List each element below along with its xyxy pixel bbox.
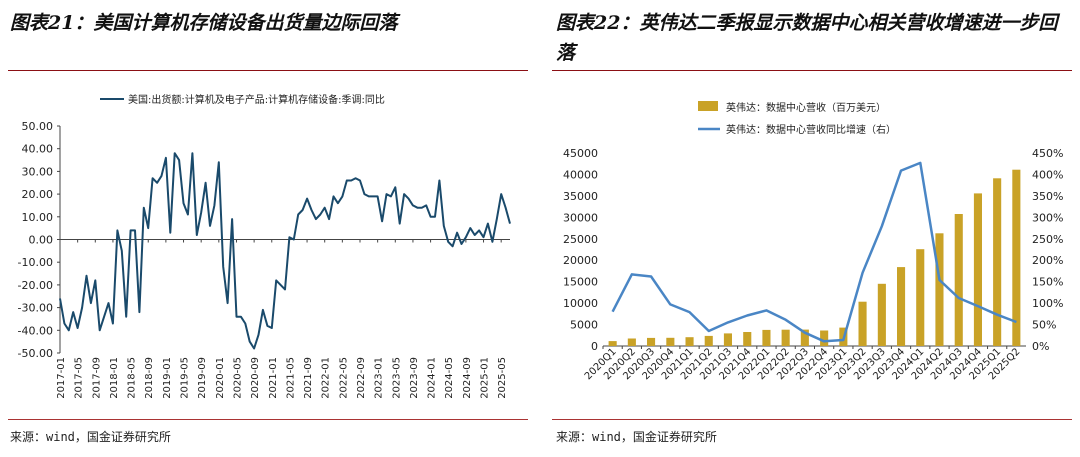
bar-datacenter-revenue	[608, 341, 617, 346]
bar-datacenter-revenue	[993, 178, 1002, 346]
legend-label-line: 英伟达：数据中心营收同比增速（右）	[726, 123, 896, 136]
bar-datacenter-revenue	[743, 332, 752, 346]
bar-datacenter-revenue	[704, 335, 713, 346]
x-tick-label: 2021-05	[285, 357, 296, 399]
bar-datacenter-revenue	[723, 333, 732, 346]
y-tick-label: -30.00	[18, 302, 53, 315]
x-tick-label: 2023-09	[409, 357, 420, 399]
y-left-tick-label: 35000	[563, 190, 598, 203]
y-right-tick-label: 150%	[1032, 276, 1063, 289]
bar-datacenter-revenue	[935, 233, 944, 346]
series-line-revenue-yoy	[611, 161, 1017, 343]
y-right-tick-label: 450%	[1032, 147, 1063, 160]
y-left-tick-label: 25000	[563, 233, 598, 246]
y-left-tick-label: 30000	[563, 211, 598, 224]
x-tick-label: 2022-05	[338, 357, 349, 399]
bar-datacenter-revenue	[647, 337, 656, 346]
right-combo-chart: 英伟达：数据中心营收（百万美元） 英伟达：数据中心营收同比增速（右） 0 5000 10…	[563, 101, 1063, 382]
bar-datacenter-revenue	[627, 338, 636, 346]
y-tick-label: 40.00	[22, 143, 54, 156]
x-tick-label: 2025-01	[480, 357, 491, 399]
y-tick-label: -20.00	[18, 279, 53, 292]
left-source-note: 来源：wind，国金证券研究所	[10, 430, 171, 444]
right-title-rule	[552, 70, 1072, 71]
x-tick-label: 2021-01	[268, 357, 279, 399]
right-figure-panel: 图表22：英伟达二季报显示数据中心相关营收增速进一步回落 英伟达：数据中心营收（…	[548, 0, 1080, 457]
bar-datacenter-revenue	[781, 329, 790, 346]
x-tick-label: 2022-01	[321, 357, 332, 399]
x-tick-label: 2020-01	[215, 357, 226, 399]
bar-datacenter-revenue	[858, 301, 867, 346]
x-tick-label: 2017-01	[56, 357, 67, 399]
bar-datacenter-revenue	[1012, 169, 1021, 346]
y-right-tick-label: 50%	[1032, 319, 1056, 332]
right-figure-title: 图表22：英伟达二季报显示数据中心相关营收增速进一步回落	[556, 12, 1058, 64]
right-source-rule	[552, 419, 1072, 420]
y-tick-label: 10.00	[22, 211, 54, 224]
x-tick-label: 2021-09	[303, 357, 314, 399]
bar-datacenter-revenue	[666, 337, 675, 346]
x-tick-label: 2020-09	[250, 357, 261, 399]
y-tick-label: -10.00	[18, 256, 53, 269]
legend-label: 美国:出货额:计算机及电子产品:计算机存储设备:季调:同比	[128, 93, 385, 106]
y-left-tick-label: 0	[591, 340, 598, 353]
left-figure-title: 图表21：美国计算机存储设备出货量边际回落	[10, 12, 398, 34]
y-tick-label: 0.00	[29, 234, 54, 247]
x-tick-label: 2019-01	[162, 357, 173, 399]
x-tick-label: 2018-01	[109, 357, 120, 399]
bar-datacenter-revenue	[685, 337, 694, 346]
bar-datacenter-revenue	[762, 329, 771, 346]
y-right-tick-label: 200%	[1032, 254, 1063, 267]
x-tick-label: 2019-09	[197, 357, 208, 399]
x-tick-label: 2024-09	[462, 357, 473, 399]
x-tick-label: 2018-09	[144, 357, 155, 399]
x-tick-label: 2022-09	[356, 357, 367, 399]
legend-label-bar: 英伟达：数据中心营收（百万美元）	[726, 101, 886, 114]
y-left-tick-label: 40000	[563, 168, 598, 181]
y-left-tick-label: 15000	[563, 276, 598, 289]
y-left-tick-label: 45000	[563, 147, 598, 160]
y-right-tick-label: 100%	[1032, 297, 1063, 310]
x-tick-label: 2024-05	[444, 357, 455, 399]
x-tick-label: 2023-01	[374, 357, 385, 399]
x-tick-label: 2024-01	[427, 357, 438, 399]
y-tick-label: 20.00	[22, 188, 54, 201]
left-figure-panel: 图表21：美国计算机存储设备出货量边际回落 美国:出货额:计算机及电子产品:计算…	[0, 0, 536, 457]
x-tick-label: 2017-05	[74, 357, 85, 399]
bar-datacenter-revenue	[877, 283, 886, 346]
x-tick-label: 2017-09	[91, 357, 102, 399]
bar-datacenter-revenue	[916, 249, 925, 346]
y-left-tick-label: 5000	[570, 319, 598, 332]
bar-datacenter-revenue	[954, 214, 963, 346]
left-title-rule	[8, 70, 528, 71]
x-tick-label: 2019-05	[180, 357, 191, 399]
y-right-tick-label: 300%	[1032, 211, 1063, 224]
y-tick-label: -50.00	[18, 347, 53, 360]
x-tick-label: 2025-05	[497, 357, 508, 399]
x-tick-label: 2018-05	[127, 357, 138, 399]
y-tick-label: 50.00	[22, 120, 54, 133]
series-line-storage-shipments-yoy	[59, 152, 511, 350]
y-tick-label: 30.00	[22, 165, 54, 178]
y-tick-label: -40.00	[18, 324, 53, 337]
left-source-rule	[8, 419, 528, 420]
y-right-tick-label: 0%	[1032, 340, 1049, 353]
x-tick-label: 2020-05	[232, 357, 243, 399]
bar-datacenter-revenue	[897, 267, 906, 346]
x-tick-label: 2023-05	[391, 357, 402, 399]
y-left-tick-label: 10000	[563, 297, 598, 310]
left-line-chart: 美国:出货额:计算机及电子产品:计算机存储设备:季调:同比 50.00 40.00 3…	[18, 93, 511, 399]
bar-datacenter-revenue	[820, 330, 829, 346]
y-left-tick-label: 20000	[563, 254, 598, 267]
y-right-tick-label: 250%	[1032, 233, 1063, 246]
y-right-tick-label: 400%	[1032, 168, 1063, 181]
y-right-tick-label: 350%	[1032, 190, 1063, 203]
bar-datacenter-revenue	[800, 329, 809, 346]
legend-swatch-bar	[698, 101, 718, 111]
right-source-note: 来源：wind，国金证券研究所	[556, 430, 717, 444]
bar-datacenter-revenue	[973, 193, 982, 346]
